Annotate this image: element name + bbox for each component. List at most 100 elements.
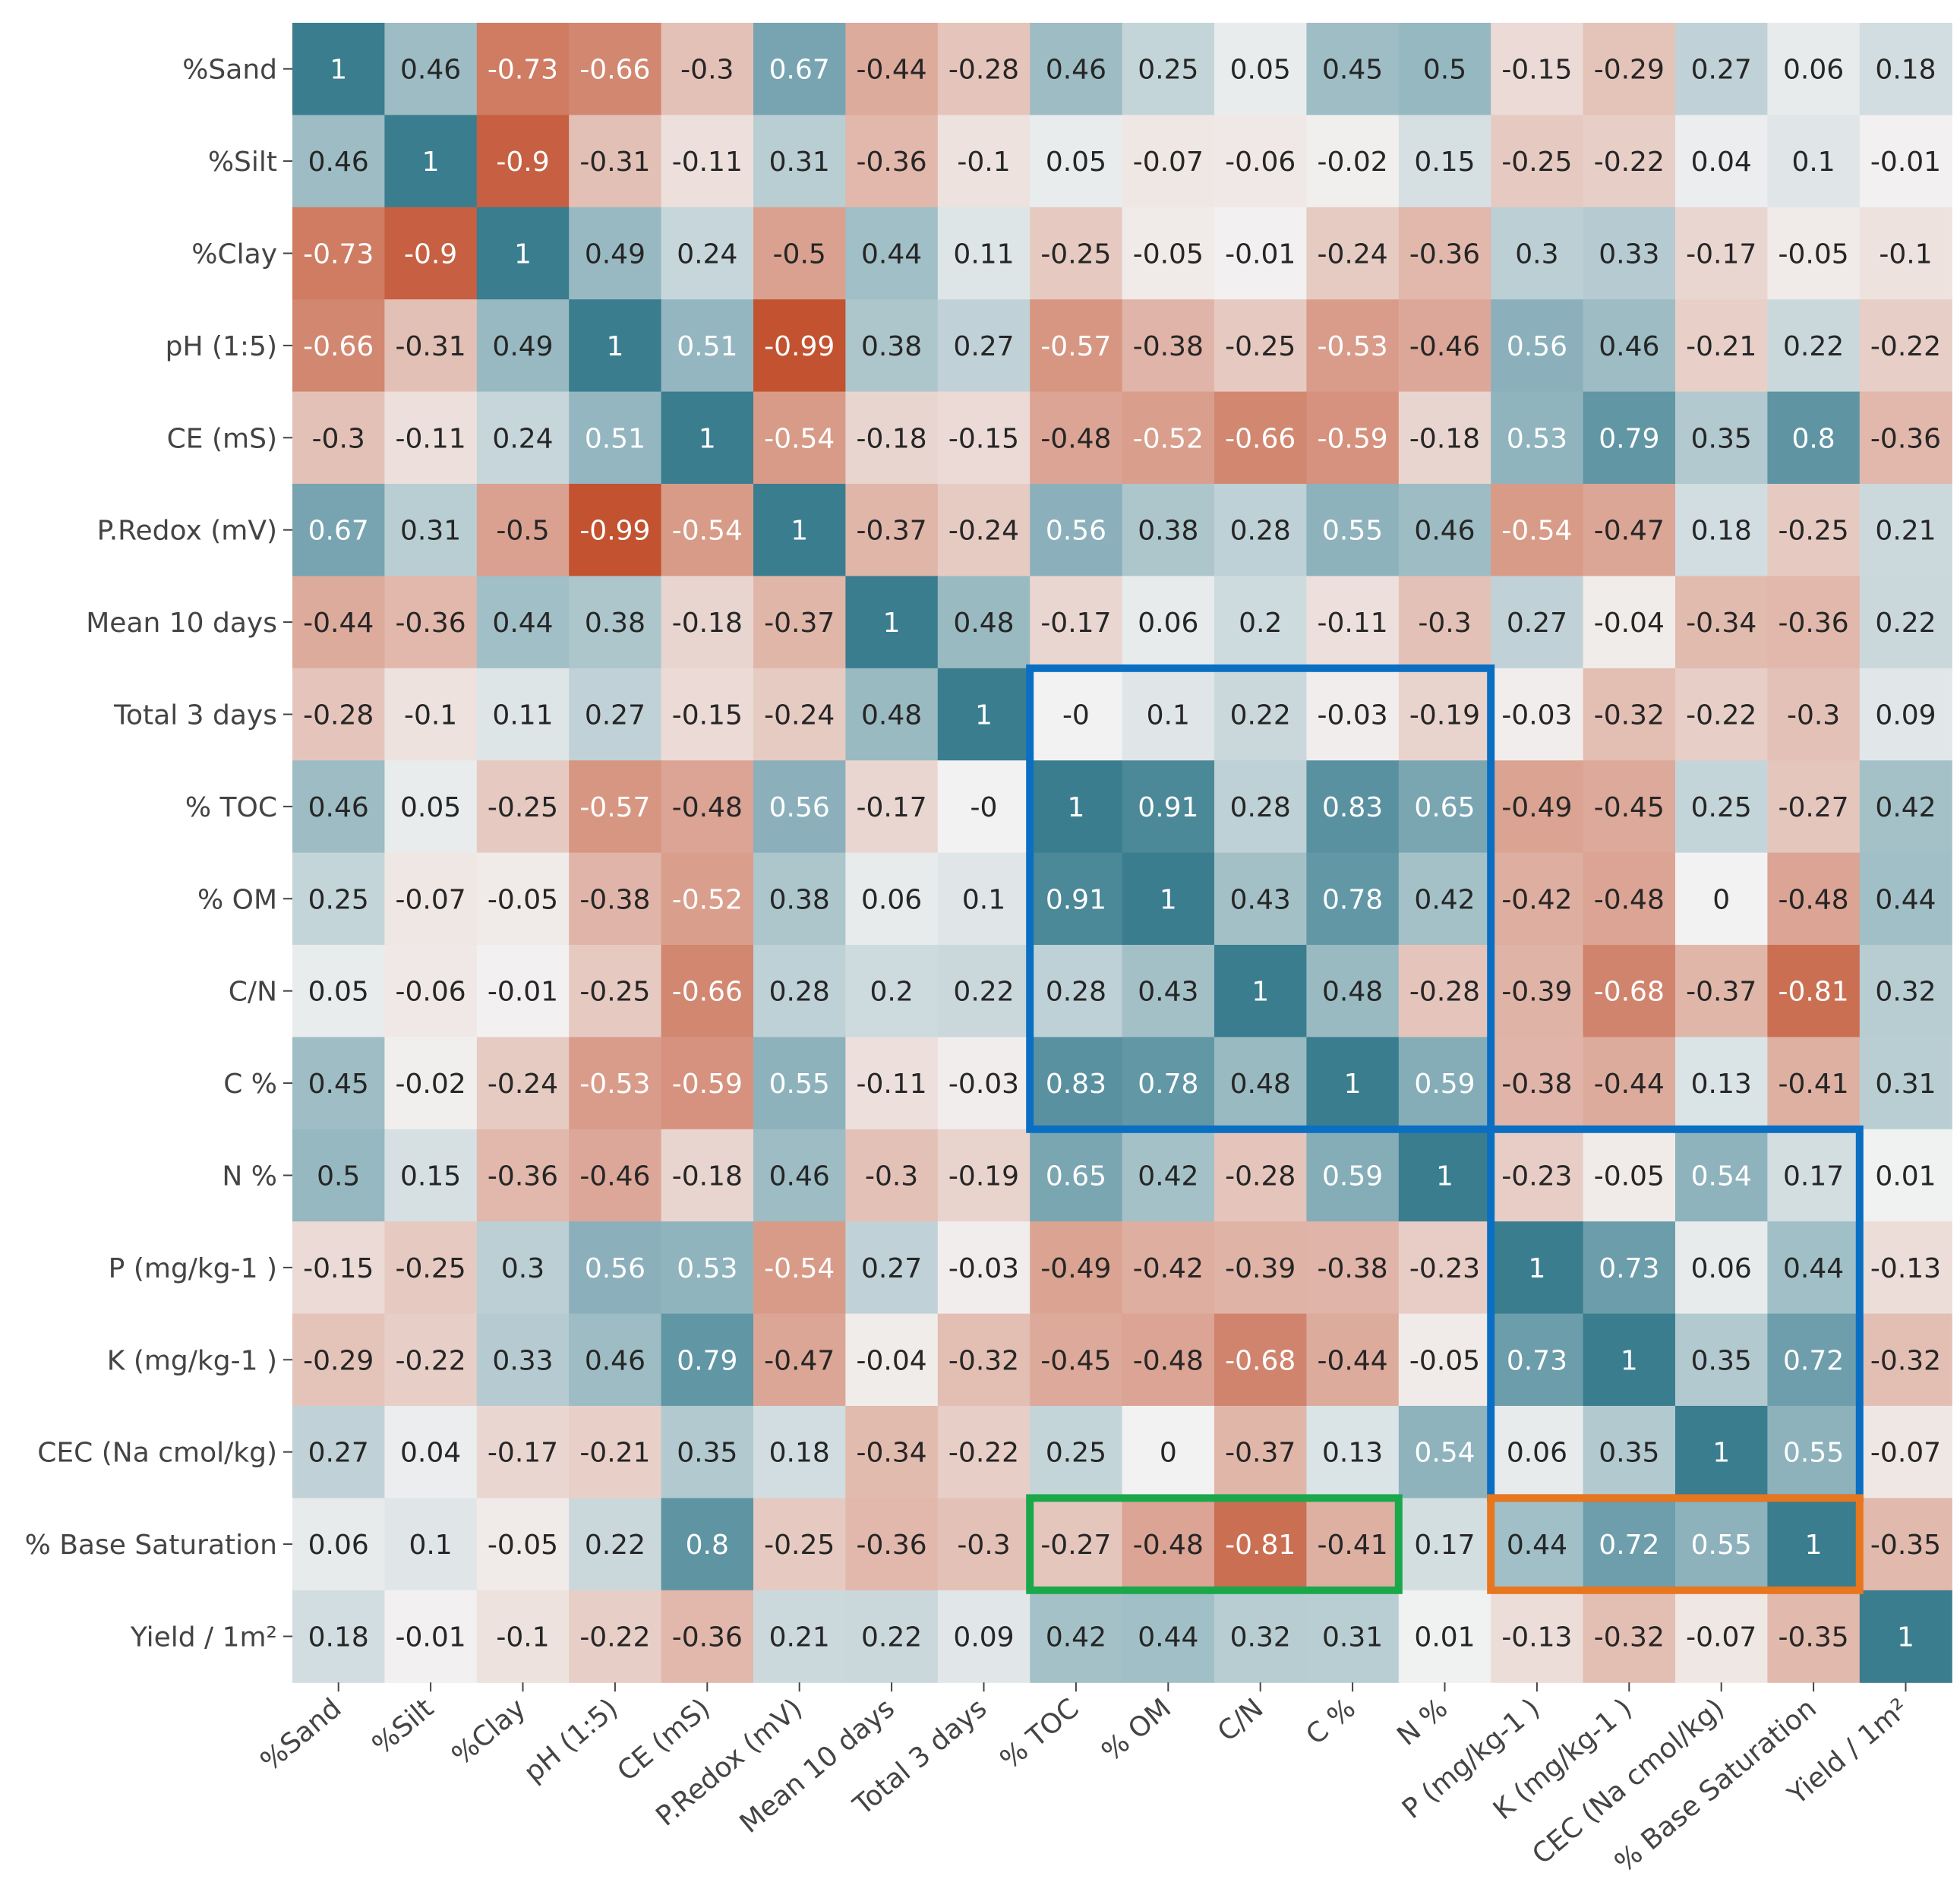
cell-value-r12-c9: 0.42 [1138, 1161, 1198, 1192]
cell-value-r5-c15: 0.18 [1691, 516, 1752, 547]
cell-value-r11-c8: 0.83 [1046, 1069, 1106, 1100]
heatmap-cell-r12-c9 [1122, 1129, 1215, 1222]
cell-value-r3-c1: -0.31 [396, 331, 466, 362]
cell-value-r5-c16: -0.25 [1779, 516, 1849, 547]
cell-value-r0-c17: 0.18 [1875, 55, 1936, 86]
heatmap-cell-r14-c8 [1030, 1313, 1123, 1407]
cell-value-r17-c7: 0.09 [953, 1622, 1014, 1653]
cell-value-r4-c10: -0.66 [1225, 423, 1296, 454]
heatmap-cell-r4-c11 [1306, 391, 1400, 485]
heatmap-cell-r11-c1 [384, 1037, 478, 1130]
heatmap-cell-r7-c11 [1306, 668, 1400, 761]
cell-value-r14-c14: 1 [1621, 1345, 1638, 1376]
heatmap-cell-r16-c16 [1767, 1498, 1861, 1591]
cell-value-r12-c0: 0.5 [317, 1161, 360, 1192]
heatmap-cell-r2-c14 [1583, 207, 1676, 300]
heatmap-cell-r13-c0 [292, 1221, 385, 1315]
cell-value-r16-c12: 0.17 [1414, 1530, 1475, 1561]
heatmap-cell-r9-c8 [1030, 852, 1123, 946]
cell-value-r1-c11: -0.02 [1318, 147, 1388, 178]
cell-value-r16-c2: -0.05 [488, 1530, 558, 1561]
cell-value-r17-c14: -0.32 [1594, 1622, 1665, 1653]
cell-value-r0-c16: 0.06 [1783, 55, 1844, 86]
heatmap-cell-r2-c17 [1859, 207, 1952, 300]
cell-value-r5-c9: 0.38 [1138, 516, 1198, 547]
cell-value-r12-c7: -0.19 [948, 1161, 1019, 1192]
cell-value-r3-c17: -0.22 [1870, 331, 1941, 362]
cell-value-r12-c15: 0.54 [1691, 1161, 1752, 1192]
cell-value-r3-c2: 0.49 [492, 331, 553, 362]
cell-value-r8-c5: 0.56 [769, 792, 830, 823]
cell-value-r4-c6: -0.18 [857, 423, 927, 454]
cell-value-r2-c9: -0.05 [1133, 239, 1204, 270]
cell-value-r4-c4: 1 [699, 423, 716, 454]
heatmap-cell-r4-c10 [1214, 391, 1307, 485]
cell-value-r3-c11: -0.53 [1318, 331, 1388, 362]
heatmap-cell-r6-c12 [1398, 576, 1491, 669]
cell-value-r14-c4: 0.79 [677, 1345, 737, 1376]
heatmap-cell-r7-c4 [661, 668, 754, 761]
heatmap-cell-r9-c1 [384, 852, 478, 946]
heatmap-cell-r17-c4 [661, 1590, 754, 1683]
col-label-silt: %Silt [367, 1693, 440, 1761]
cell-value-r11-c5: 0.55 [769, 1069, 830, 1100]
heatmap-cell-r14-c16 [1767, 1313, 1861, 1407]
cell-value-r11-c12: 0.59 [1414, 1069, 1475, 1100]
heatmap-cell-r3-c14 [1583, 299, 1676, 393]
cell-value-r16-c3: 0.22 [585, 1530, 645, 1561]
heatmap-cell-r0-c16 [1767, 23, 1861, 115]
cell-value-r0-c8: 0.46 [1046, 55, 1106, 86]
heatmap-cell-r1-c4 [661, 115, 754, 208]
row-label-c: C % [223, 1069, 277, 1100]
cell-value-r13-c11: -0.38 [1318, 1253, 1388, 1284]
row-label-clay: %Clay [191, 239, 277, 270]
cell-value-r3-c15: -0.21 [1686, 331, 1756, 362]
heatmap-cell-r15-c12 [1398, 1406, 1491, 1499]
cell-value-r17-c13: -0.13 [1501, 1622, 1572, 1653]
heatmap-cell-r0-c10 [1214, 23, 1307, 115]
cell-value-r15-c9: 0 [1160, 1438, 1177, 1469]
heatmap-cell-r2-c6 [845, 207, 939, 300]
col-label-clay: %Clay [447, 1693, 532, 1772]
cell-value-r6-c6: 1 [883, 608, 901, 639]
cell-value-r9-c15: 0 [1712, 884, 1730, 915]
cell-value-r12-c2: -0.36 [488, 1161, 558, 1192]
row-label-k-mg-kg-1: K (mg/kg-1 ) [107, 1345, 277, 1376]
cell-value-r14-c1: -0.22 [396, 1345, 466, 1376]
cell-value-r11-c0: 0.45 [308, 1069, 369, 1100]
heatmap-cell-r5-c2 [476, 484, 570, 576]
cell-value-r10-c15: -0.37 [1686, 977, 1756, 1008]
cell-value-r2-c2: 1 [514, 239, 532, 270]
heatmap-cell-r6-c9 [1122, 576, 1215, 669]
heatmap-cell-r13-c1 [384, 1221, 478, 1315]
row-label-silt: %Silt [208, 147, 277, 178]
heatmap-cell-r15-c11 [1306, 1406, 1400, 1499]
cell-value-r8-c14: -0.45 [1594, 792, 1665, 823]
heatmap-cell-r5-c16 [1767, 484, 1861, 576]
cell-value-r15-c16: 0.55 [1783, 1438, 1844, 1469]
cell-value-r4-c14: 0.79 [1599, 423, 1659, 454]
cell-value-r11-c13: -0.38 [1501, 1069, 1572, 1100]
heatmap-cell-r15-c9 [1122, 1406, 1215, 1499]
cell-value-r13-c2: 0.3 [501, 1253, 544, 1284]
row-label-ce-ms: CE (mS) [167, 423, 277, 454]
heatmap-cell-r13-c13 [1491, 1221, 1584, 1315]
heatmap-cell-r15-c6 [845, 1406, 939, 1499]
heatmap-cell-r14-c0 [292, 1313, 385, 1407]
row-label-sand: %Sand [182, 55, 277, 86]
cell-value-r5-c17: 0.21 [1875, 516, 1936, 547]
cell-value-r5-c6: -0.37 [857, 516, 927, 547]
heatmap-cell-r15-c7 [937, 1406, 1030, 1499]
row-label-base-saturation: % Base Saturation [25, 1530, 277, 1561]
heatmap-cell-r1-c12 [1398, 115, 1491, 208]
cell-value-r16-c4: 0.8 [686, 1530, 729, 1561]
heatmap-cell-r1-c5 [753, 115, 846, 208]
heatmap-cell-r14-c7 [937, 1313, 1030, 1407]
cell-value-r7-c8: -0 [1062, 700, 1090, 731]
heatmap-cell-r13-c17 [1859, 1221, 1952, 1315]
cell-value-r4-c16: 0.8 [1791, 423, 1835, 454]
heatmap-cell-r2-c11 [1306, 207, 1400, 300]
heatmap-cell-r1-c7 [937, 115, 1030, 208]
heatmap-cell-r1-c1 [384, 115, 478, 208]
cell-value-r3-c12: -0.46 [1409, 331, 1480, 362]
